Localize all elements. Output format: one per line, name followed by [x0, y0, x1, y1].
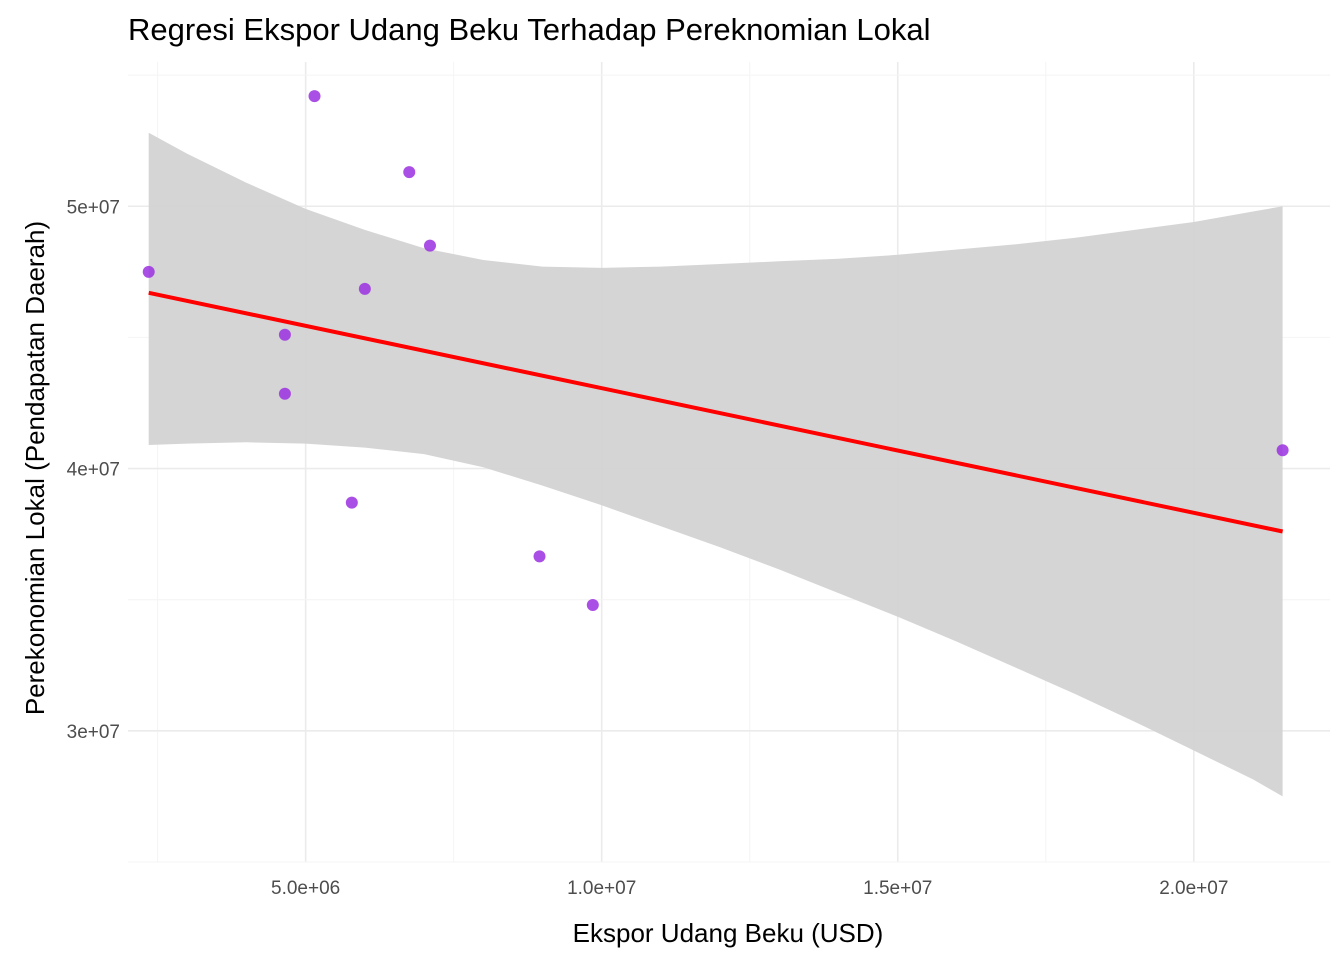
- data-points: [142, 90, 1289, 611]
- data-point-7: [403, 166, 416, 179]
- regression-line-group: [148, 290, 1284, 534]
- x-axis-ticks: 5.0e+06 1.0e+07 1.5e+07 2.0e+07: [271, 878, 1228, 899]
- x-tick-label: 1.5e+07: [863, 878, 932, 899]
- x-tick-label: 1.0e+07: [567, 878, 636, 899]
- data-point-3: [278, 387, 291, 400]
- x-axis-title: Ekspor Udang Beku (USD): [573, 918, 884, 948]
- data-point-9: [533, 550, 546, 563]
- data-point-8: [423, 239, 436, 252]
- data-point-11: [1276, 444, 1289, 457]
- data-point-10: [586, 598, 599, 611]
- data-point-2: [278, 328, 291, 341]
- data-point-6: [358, 282, 371, 295]
- y-axis-ticks: 3e+07 4e+07 5e+07: [67, 197, 120, 743]
- data-point-5: [345, 496, 358, 509]
- regression-line: [148, 290, 1284, 534]
- y-tick-label: 5e+07: [67, 197, 120, 218]
- data-point-1: [142, 265, 155, 278]
- chart-title: Regresi Ekspor Udang Beku Terhadap Perek…: [128, 12, 930, 47]
- confidence-band-area: [148, 132, 1283, 797]
- x-tick-label: 5.0e+06: [271, 878, 340, 899]
- y-tick-label: 3e+07: [67, 722, 120, 743]
- data-point-4: [308, 90, 321, 103]
- y-axis-title: Perekonomian Lokal (Pendapatan Daerah): [20, 221, 50, 715]
- x-tick-label: 2.0e+07: [1159, 878, 1228, 899]
- y-tick-label: 4e+07: [67, 460, 120, 481]
- confidence-band: [148, 132, 1283, 797]
